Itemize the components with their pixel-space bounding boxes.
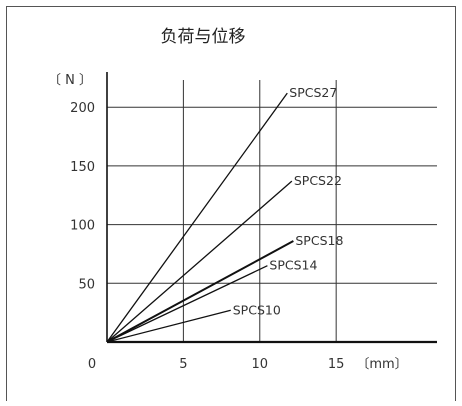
series-line-spcs18 xyxy=(106,240,294,343)
x-tick-label-10: 10 xyxy=(252,357,269,372)
series-line-spcs22 xyxy=(106,180,293,343)
chart-title: 负荷与位移 xyxy=(161,27,246,47)
y-tick-label-50: 50 xyxy=(78,277,95,292)
series-lines xyxy=(106,92,294,343)
series-label-spcs27: SPCS27 xyxy=(289,85,337,100)
series-label-spcs22: SPCS22 xyxy=(294,173,342,188)
series-line-spcs14 xyxy=(106,265,268,343)
y-axis-unit: 〔 N 〕 xyxy=(48,73,92,88)
tick-labels: 50 100 150 200 0 5 10 15 SPCS27 SPCS22 SPCS18 SPCS1… xyxy=(70,85,344,372)
chart-border xyxy=(6,6,456,401)
series-line-spcs10 xyxy=(106,309,231,343)
y-tick-label-100: 100 xyxy=(70,219,95,234)
x-tick-label-5: 5 xyxy=(179,357,187,372)
series-line-spcs27 xyxy=(106,92,288,343)
y-tick-label-200: 200 xyxy=(70,101,95,116)
x-tick-label-15: 15 xyxy=(328,357,345,372)
axes xyxy=(106,72,437,344)
x-tick-label-0: 0 xyxy=(88,357,96,372)
x-axis-unit: 〔mm〕 xyxy=(356,357,407,372)
series-label-spcs10: SPCS10 xyxy=(233,302,281,317)
y-tick-label-150: 150 xyxy=(70,160,95,175)
series-label-spcs14: SPCS14 xyxy=(269,258,317,273)
series-label-spcs18: SPCS18 xyxy=(295,233,343,248)
grid xyxy=(107,80,437,342)
